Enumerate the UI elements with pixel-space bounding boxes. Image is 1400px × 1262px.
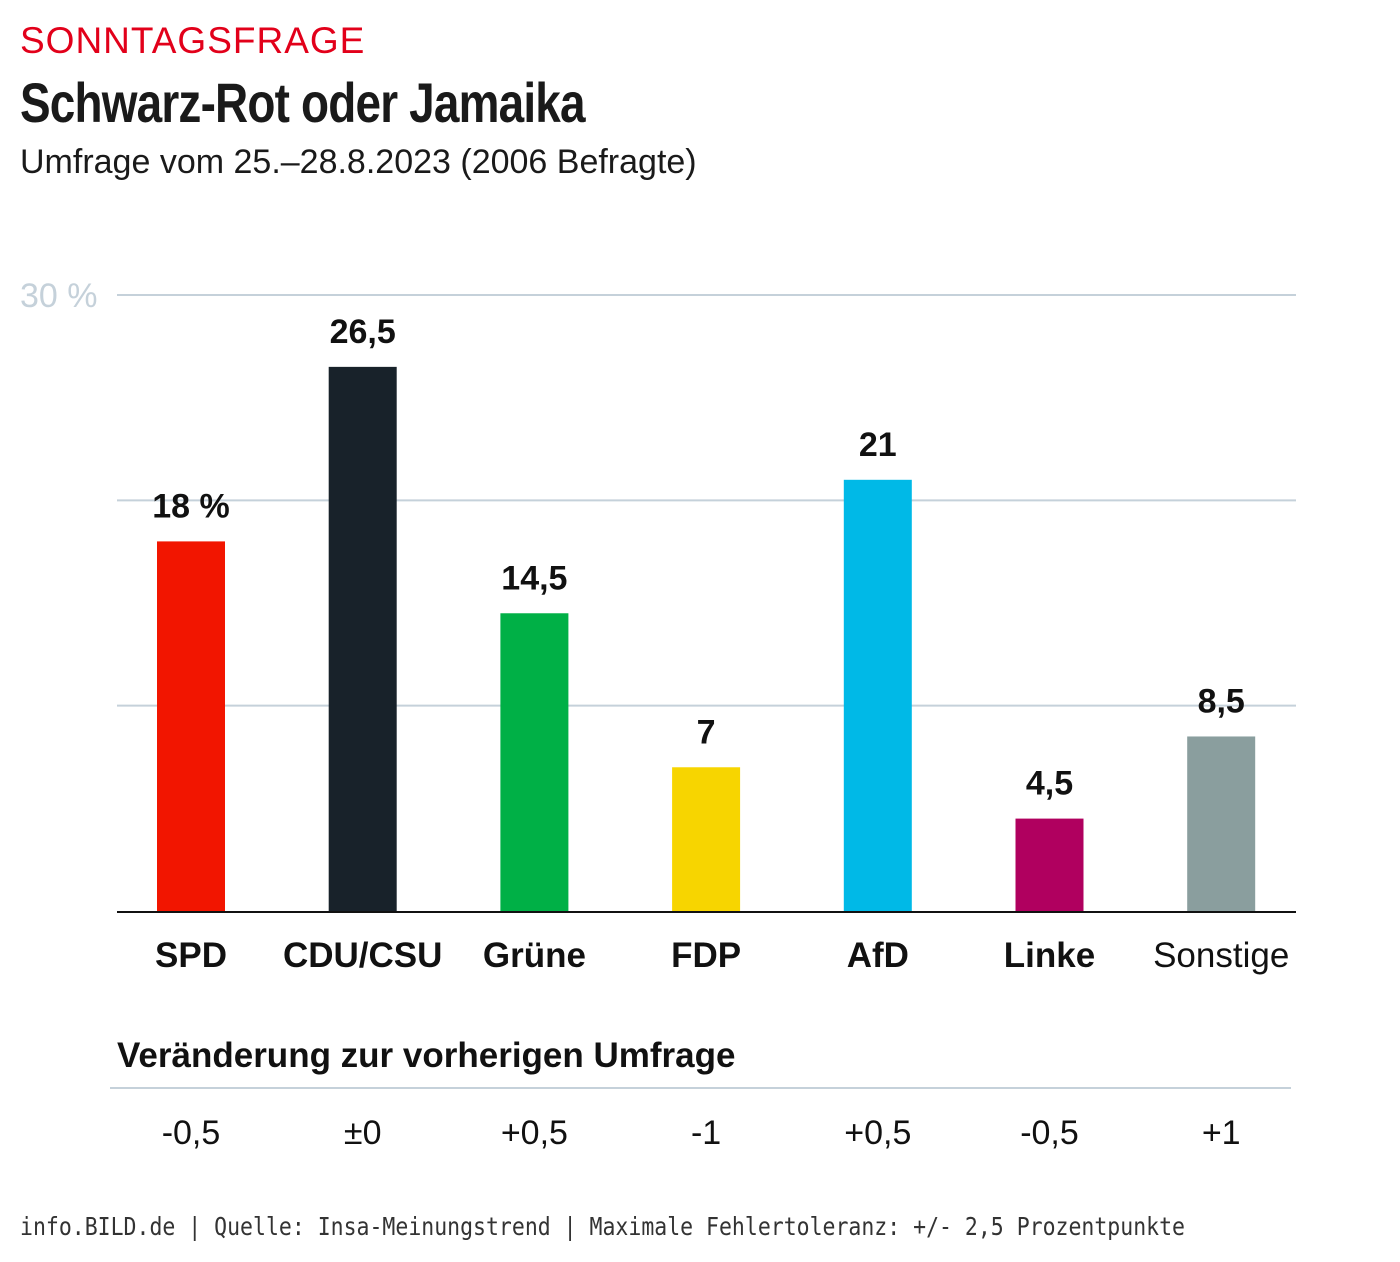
bar-5 [1015,818,1084,911]
bar-6 [1187,736,1256,911]
data-label: 18 % [152,487,230,525]
x-tick-label: SPD [155,936,227,975]
x-tick-label: Linke [1004,936,1095,975]
change-value: +1 [1202,1114,1241,1152]
x-tick-label: CDU/CSU [283,936,442,975]
footer-source: info.BILD.de | Quelle: Insa-Meinungstren… [20,1212,1185,1241]
bar-0 [157,541,225,911]
chart-subtitle: Umfrage vom 25.–28.8.2023 (2006 Befragte… [20,143,697,181]
change-value: +0,5 [844,1114,911,1152]
change-value: -1 [691,1114,721,1152]
bar-1 [328,366,397,911]
change-value: +0,5 [501,1114,568,1152]
data-label: 14,5 [501,559,567,597]
change-title: Veränderung zur vorherigen Umfrage [117,1036,735,1075]
change-value: -0,5 [1020,1114,1079,1152]
y-tick-label: 30 % [20,277,98,315]
data-label: 26,5 [330,313,396,351]
change-value: -0,5 [162,1114,221,1152]
data-label: 7 [697,713,716,751]
data-label: 21 [859,426,897,464]
x-tick-label: Sonstige [1153,936,1289,975]
x-tick-label: AfD [847,936,909,975]
bar-4 [843,479,912,911]
bar-3 [672,767,741,911]
bar-2 [500,613,569,911]
x-tick-label: FDP [671,936,741,975]
chart-title: Schwarz-Rot oder Jamaika [20,71,586,134]
change-value: ±0 [344,1114,382,1152]
data-label: 4,5 [1026,765,1073,803]
x-tick-label: Grüne [483,936,586,975]
data-label: 8,5 [1198,682,1245,720]
kicker: SONNTAGSFRAGE [20,20,366,61]
